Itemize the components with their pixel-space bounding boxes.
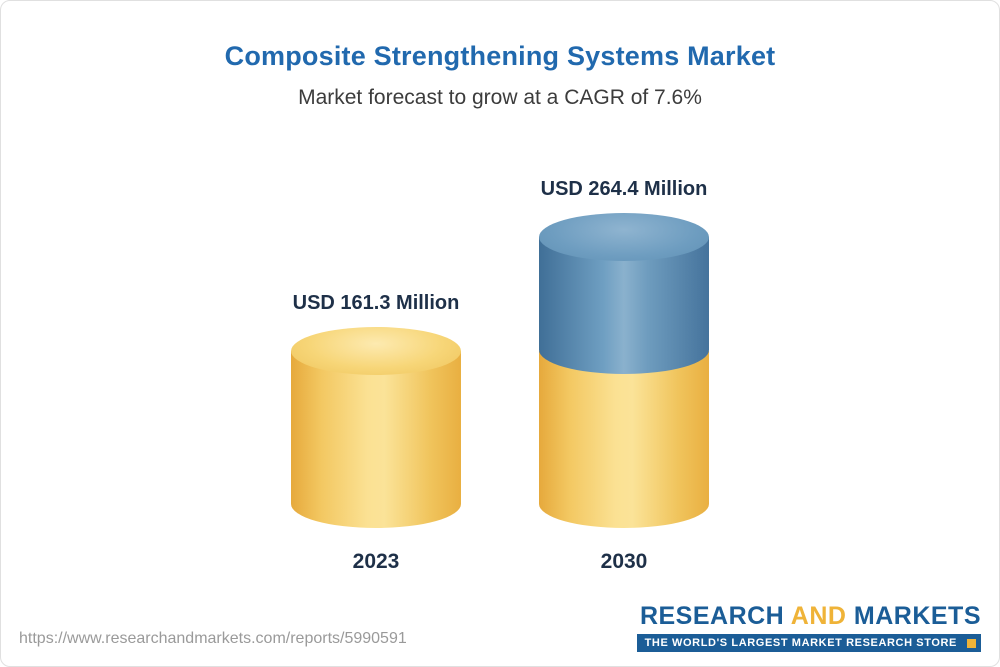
logo-word-markets: MARKETS xyxy=(853,602,981,630)
chart-title: Composite Strengthening Systems Market xyxy=(224,41,776,71)
base-segment-2030 xyxy=(539,351,709,528)
cylinder-cap-2023 xyxy=(291,327,461,375)
bar-group-2023: USD 161.3 Million 2023 xyxy=(291,292,461,574)
value-label-2023: USD 161.3 Million xyxy=(292,292,460,314)
report-url-link[interactable]: https://www.researchandmarkets.com/repor… xyxy=(19,630,407,647)
bar-group-2030: USD 264.4 Million 2030 xyxy=(539,178,709,574)
logo-tagline-banner: THE WORLD'S LARGEST MARKET RESEARCH STOR… xyxy=(636,634,981,652)
value-label-2030: USD 264.4 Million xyxy=(540,178,708,200)
logo-word-research: RESEARCH xyxy=(639,602,785,630)
logo-accent-square-icon xyxy=(967,638,976,648)
growth-segment-2030 xyxy=(539,213,709,374)
logo-tagline-text: THE WORLD'S LARGEST MARKET RESEARCH STOR… xyxy=(644,637,957,649)
chart-subtitle: Market forecast to grow at a CAGR of 7.6… xyxy=(298,86,702,109)
logo-word-and: AND xyxy=(790,602,847,630)
bar-chart: USD 161.3 Million 2023 USD 264.4 Million… xyxy=(1,154,999,574)
logo-wordmark: RESEARCH AND MARKETS xyxy=(640,602,981,631)
year-label-2030: 2030 xyxy=(600,550,648,573)
year-label-2023: 2023 xyxy=(352,550,400,573)
cylinder-bar-2030 xyxy=(539,213,709,528)
cylinder-cap-2030 xyxy=(539,213,709,261)
base-segment-2023 xyxy=(291,327,461,528)
research-and-markets-logo[interactable]: RESEARCH AND MARKETS THE WORLD'S LARGEST… xyxy=(636,602,981,652)
cylinder-bar-2023 xyxy=(291,327,461,528)
